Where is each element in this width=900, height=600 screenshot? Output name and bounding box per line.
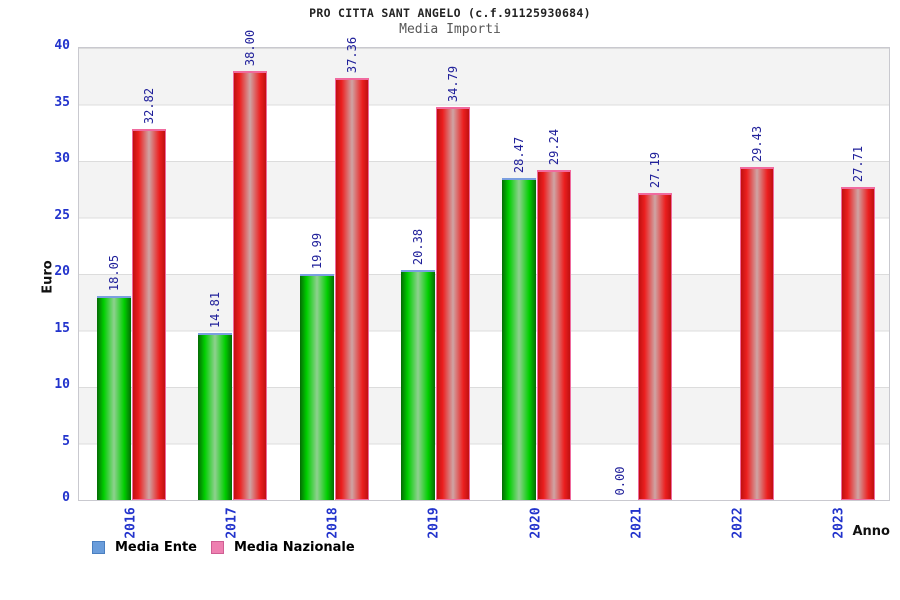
chart-subtitle: Media Importi [399, 22, 501, 37]
value-label-media-nazionale-2023: 27.71 [850, 145, 865, 182]
y-tick-label-10: 10 [54, 377, 70, 392]
plot-area: 18.05 32.82 14.81 38.00 19.99 37.36 20.38 34.79… [78, 29, 890, 501]
bar-media-ente-2020 [502, 178, 536, 500]
value-label-media-nazionale-2022: 29.43 [749, 126, 764, 163]
value-label-media-ente-2019: 20.38 [410, 228, 425, 265]
bar-media-nazionale-2022 [739, 167, 774, 500]
value-label-media-nazionale-2016: 32.82 [142, 87, 156, 125]
x-tick-label-2018: 2018 [325, 507, 341, 539]
media-nazionale-swatch-icon [210, 541, 224, 554]
y-tick-label-40: 40 [54, 38, 70, 53]
legend: Media Ente Media Nazionale [92, 540, 355, 555]
bar-media-nazionale-2021 [638, 192, 673, 500]
x-tick-label-2023: 2023 [831, 507, 847, 539]
bar-media-ente-2019 [400, 269, 435, 500]
value-label-media-ente-2020: 28.47 [512, 137, 526, 174]
x-tick-label-2022: 2022 [730, 507, 746, 539]
chart-title: PRO CITTA SANT ANGELO (c.f.91125930684) [309, 6, 591, 20]
value-label-media-nazionale-2021: 27.19 [648, 151, 663, 188]
bar-media-nazionale-2019 [435, 106, 470, 500]
x-tick-label-2021: 2021 [629, 507, 645, 539]
x-tick-label-2017: 2017 [224, 507, 240, 539]
value-label-media-ente-2016: 18.05 [107, 254, 121, 292]
value-label-media-nazionale-2019: 34.79 [445, 65, 460, 102]
media-ente-swatch-icon [92, 541, 105, 554]
bar-media-nazionale-2018 [334, 77, 369, 500]
value-label-media-nazionale-2018: 37.36 [344, 36, 359, 73]
value-label-media-ente-2021: 0.00 [613, 466, 628, 495]
x-tick-label-2016: 2016 [123, 507, 138, 539]
legend-item-media-nazionale: Media Nazionale [210, 540, 355, 555]
value-label-media-nazionale-2017: 38.00 [243, 29, 258, 66]
bar-media-ente-2017 [198, 332, 233, 500]
bar-media-nazionale-2020 [537, 169, 571, 500]
legend-label-media-ente: Media Ente [115, 540, 197, 555]
legend-item-media-ente: Media Ente [92, 540, 197, 555]
x-tick-label-2019: 2019 [426, 507, 442, 539]
legend-label-media-nazionale: Media Nazionale [233, 540, 355, 555]
y-tick-label-5: 5 [62, 433, 70, 449]
y-tick-label-35: 35 [54, 94, 70, 110]
bar-media-ente-2016 [97, 296, 131, 500]
y-tick-label-30: 30 [54, 151, 70, 166]
x-axis-title: Anno [852, 524, 890, 539]
bar-media-ente-2018 [299, 274, 334, 500]
y-tick-label-0: 0 [62, 490, 70, 505]
y-tick-label-20: 20 [54, 264, 70, 279]
y-tick-label-25: 25 [54, 207, 70, 223]
bar-media-nazionale-2016 [132, 129, 166, 500]
value-label-media-ente-2018: 19.99 [309, 232, 324, 270]
x-tick-label-2020: 2020 [528, 507, 543, 539]
value-label-media-ente-2017: 14.81 [208, 291, 223, 328]
value-label-media-nazionale-2020: 29.24 [547, 128, 561, 165]
bar-media-nazionale-2023 [840, 186, 875, 500]
bar-media-nazionale-2017 [233, 70, 268, 500]
y-tick-label-15: 15 [54, 320, 70, 336]
